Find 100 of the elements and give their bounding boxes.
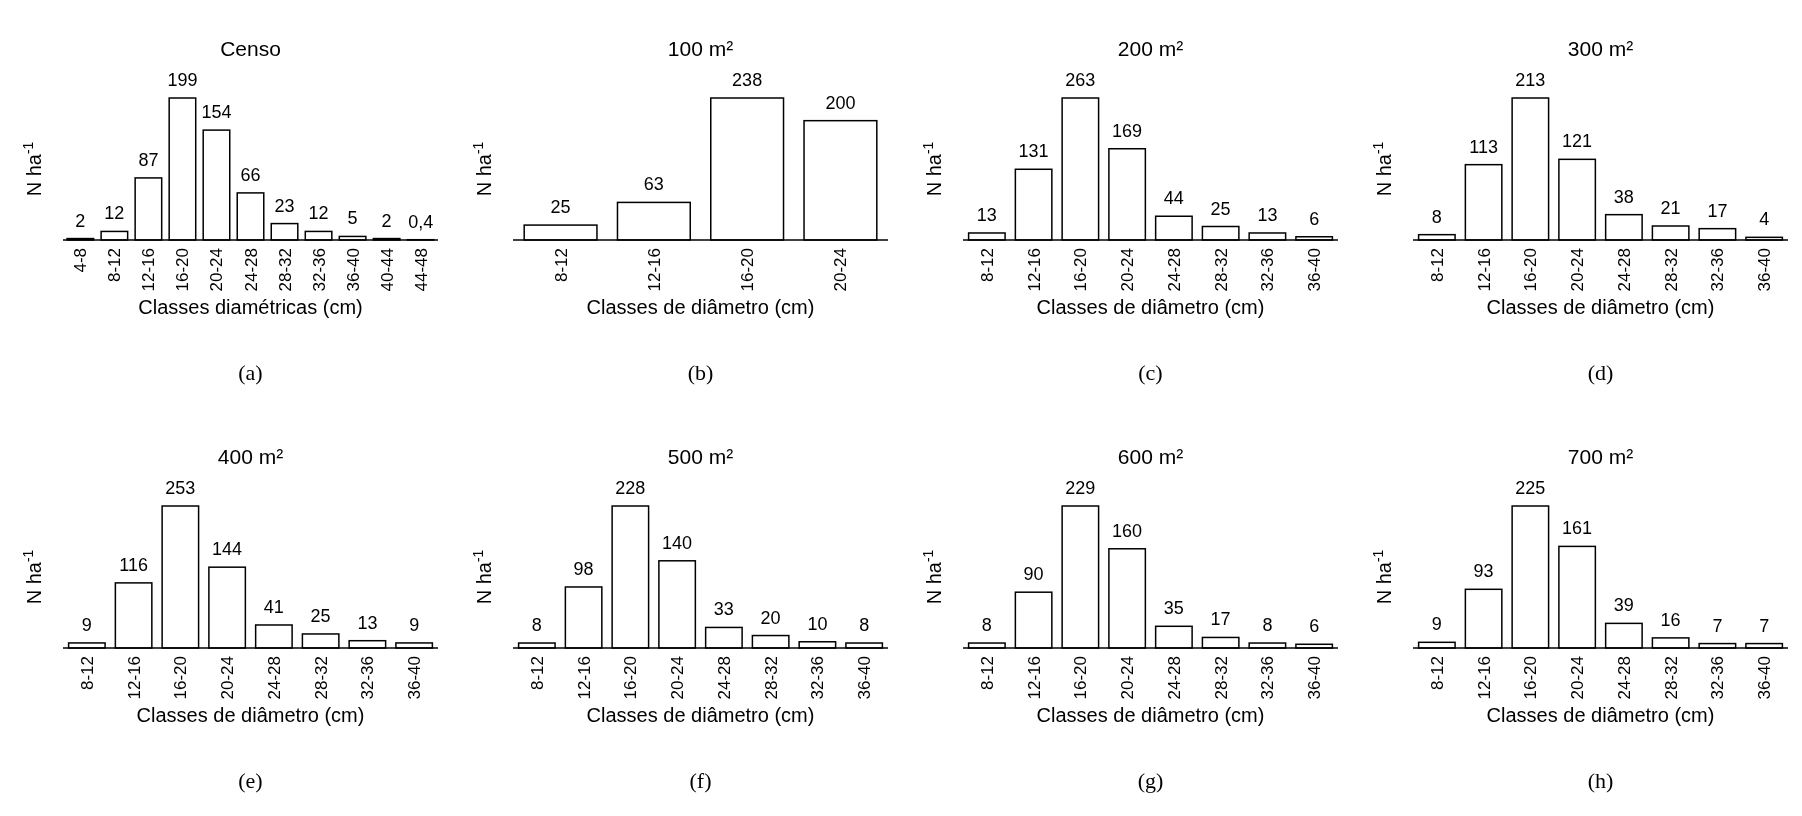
chart-title: 200 m² (1117, 37, 1184, 60)
x-axis-title: Classes de diâmetro (cm) (1486, 296, 1715, 318)
x-tick-label: 28-32 (1211, 656, 1231, 700)
x-tick-label: 20-24 (207, 248, 227, 292)
x-axis-title: Classes de diâmetro (cm) (586, 296, 815, 318)
x-tick-label: 32-36 (1258, 248, 1278, 292)
x-tick-label: 16-20 (173, 248, 193, 292)
x-tick-label: 32-36 (358, 656, 378, 700)
data-label: 263 (1065, 70, 1096, 90)
data-label: 228 (615, 478, 646, 498)
data-label: 213 (1515, 70, 1546, 90)
data-label: 33 (713, 599, 734, 620)
x-axis-title: Classes diamétricas (cm) (138, 296, 363, 318)
x-tick-label: 24-28 (264, 656, 284, 700)
text: (a) (238, 360, 263, 385)
data-label: 6 (1309, 208, 1320, 229)
data-label: 4 (1759, 209, 1770, 230)
data-label: 38 (1613, 186, 1634, 207)
x-axis-title: Classes de diâmetro (cm) (136, 704, 365, 726)
data-label: 2 (75, 210, 86, 231)
x-tick-label: 12-16 (574, 656, 594, 700)
text: (d) (1587, 360, 1614, 385)
x-tick-label: 32-36 (309, 248, 329, 292)
chart-title: 400 m² (217, 445, 284, 468)
data-label: 140 (662, 532, 693, 553)
x-tick-label: 8-12 (551, 248, 571, 283)
x-tick-label: 28-32 (761, 656, 781, 700)
data-label: 35 (1163, 598, 1184, 619)
data-label: 17 (1707, 200, 1728, 221)
data-label: 8 (981, 615, 992, 636)
data-label: 13 (976, 204, 997, 225)
x-tick-label: 44-48 (411, 248, 431, 292)
x-tick-label: 32-36 (1258, 656, 1278, 700)
x-tick-label: 20-24 (218, 656, 238, 700)
chart-title: 500 m² (667, 445, 734, 468)
x-tick-label: 20-24 (1568, 656, 1588, 700)
x-tick-label: 8-12 (105, 248, 125, 283)
x-tick-label: 8-12 (977, 248, 997, 283)
x-tick-label: 16-20 (738, 248, 758, 292)
text: (h) (1587, 768, 1614, 793)
x-tick-label: 28-32 (1211, 248, 1231, 292)
data-label: 9 (409, 614, 420, 635)
data-label: 17 (1210, 609, 1231, 630)
x-tick-label: 16-20 (1521, 656, 1541, 700)
x-tick-label: 36-40 (1755, 248, 1775, 292)
x-tick-label: 16-20 (1521, 248, 1541, 292)
data-label: 225 (1515, 478, 1546, 498)
x-tick-label: 28-32 (1661, 248, 1681, 292)
data-label: 63 (643, 174, 664, 195)
x-axis-title: Classes de diâmetro (cm) (1036, 296, 1265, 318)
x-tick-label: 12-16 (124, 656, 144, 700)
x-tick-label: 32-36 (1708, 656, 1728, 700)
x-tick-label: 8-12 (977, 656, 997, 691)
data-label: 39 (1613, 595, 1634, 616)
data-label: 144 (212, 539, 243, 560)
text: (e) (238, 768, 263, 793)
x-tick-label: 36-40 (405, 656, 425, 700)
x-tick-label: 24-28 (1164, 248, 1184, 292)
data-label: 6 (1309, 616, 1320, 637)
data-label: 12 (308, 203, 329, 224)
data-label: 169 (1112, 120, 1143, 141)
chart-title: 700 m² (1567, 445, 1634, 468)
data-label: 12 (104, 203, 125, 224)
data-label: 16 (1660, 609, 1681, 630)
data-label: 2 (381, 210, 392, 231)
x-tick-label: 4-8 (71, 248, 91, 273)
x-tick-label: 12-16 (1474, 656, 1494, 700)
x-tick-label: 16-20 (171, 656, 191, 700)
data-label: 87 (138, 149, 159, 170)
x-tick-label: 32-36 (1708, 248, 1728, 292)
x-tick-label: 8-12 (1427, 656, 1447, 691)
x-axis-title: Classes de diâmetro (cm) (586, 704, 815, 726)
data-label: 5 (347, 208, 358, 229)
data-label: 98 (573, 558, 594, 579)
x-tick-label: 16-20 (621, 656, 641, 700)
x-tick-label: 40-44 (377, 248, 397, 292)
chart-title: 600 m² (1117, 445, 1184, 468)
x-tick-label: 28-32 (1661, 656, 1681, 700)
data-label: 199 (167, 70, 198, 90)
x-tick-label: 24-28 (241, 248, 261, 292)
data-label: 0,4 (408, 211, 434, 232)
x-tick-label: 24-28 (1164, 656, 1184, 700)
data-label: 9 (1431, 614, 1442, 635)
text: (b) (687, 360, 714, 385)
data-label: 41 (263, 596, 284, 617)
data-label: 8 (1431, 206, 1442, 227)
data-label: 200 (825, 92, 856, 113)
data-label: 44 (1163, 188, 1184, 209)
x-tick-label: 12-16 (644, 248, 664, 292)
chart-title: Censo (220, 37, 281, 60)
x-tick-label: 16-20 (1071, 656, 1091, 700)
data-label: 66 (240, 164, 261, 185)
x-tick-label: 20-24 (1118, 248, 1138, 292)
text: (f) (689, 768, 712, 793)
x-tick-label: 24-28 (1614, 248, 1634, 292)
x-tick-label: 32-36 (808, 656, 828, 700)
x-tick-label: 20-24 (1568, 248, 1588, 292)
x-tick-label: 28-32 (311, 656, 331, 700)
x-tick-label: 12-16 (1474, 248, 1494, 292)
data-label: 154 (201, 102, 232, 123)
